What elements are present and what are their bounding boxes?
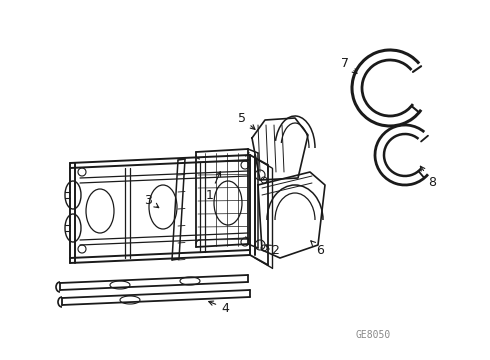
Text: 1: 1 [206,172,220,202]
Text: 7: 7 [341,57,357,73]
Text: 5: 5 [238,112,255,129]
Text: 8: 8 [420,166,436,189]
Text: 2: 2 [266,243,279,257]
Text: 6: 6 [311,241,324,257]
Text: 3: 3 [144,194,159,208]
Text: GE8050: GE8050 [355,330,390,340]
Text: 4: 4 [209,301,229,315]
